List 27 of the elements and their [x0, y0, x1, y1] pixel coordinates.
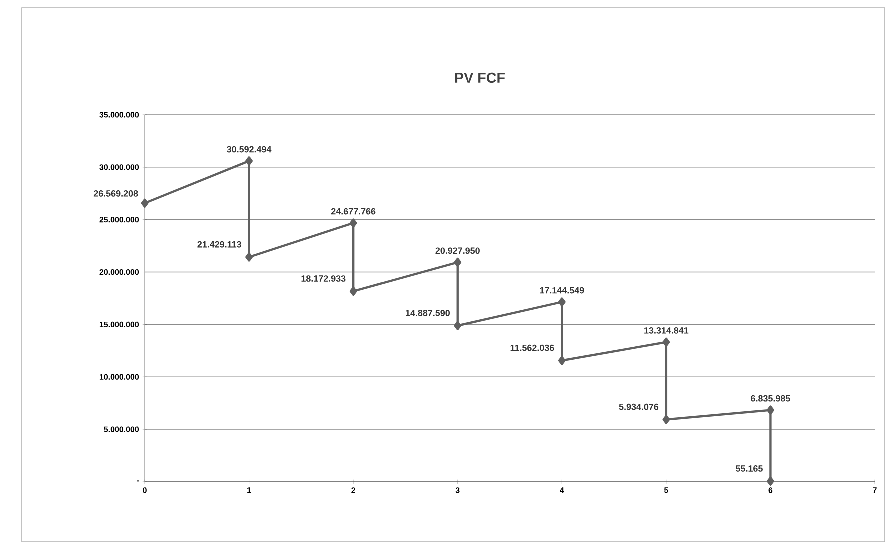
data-label: 26.569.208: [94, 190, 138, 197]
data-label: 6.835.985: [751, 395, 790, 402]
point: [246, 156, 254, 166]
data-label: 20.927.950: [436, 248, 480, 254]
point: [350, 218, 358, 228]
data-label: 11.562.036: [510, 344, 554, 352]
data-label: 24.677.766: [331, 208, 376, 215]
point: [141, 198, 149, 208]
point: [662, 338, 670, 347]
data-label: 30.592.494: [227, 146, 272, 153]
point: [767, 476, 774, 486]
data-label: 18.172.933: [302, 276, 346, 282]
point: [767, 406, 774, 415]
point: [454, 321, 462, 330]
point: [350, 286, 358, 296]
data-label: 13.314.841: [644, 328, 689, 334]
data-label: 14.887.590: [406, 310, 450, 316]
point: [558, 356, 566, 366]
data-label: 55.165: [736, 466, 763, 472]
point: [454, 258, 462, 268]
data-label: 21.429.113: [198, 241, 242, 248]
data-label: 17.144.549: [540, 287, 584, 294]
chart-title: PV FCF: [455, 72, 505, 84]
point: [662, 415, 670, 424]
data-label: 5.934.076: [619, 404, 659, 410]
point: [558, 298, 566, 307]
point: [246, 252, 254, 262]
